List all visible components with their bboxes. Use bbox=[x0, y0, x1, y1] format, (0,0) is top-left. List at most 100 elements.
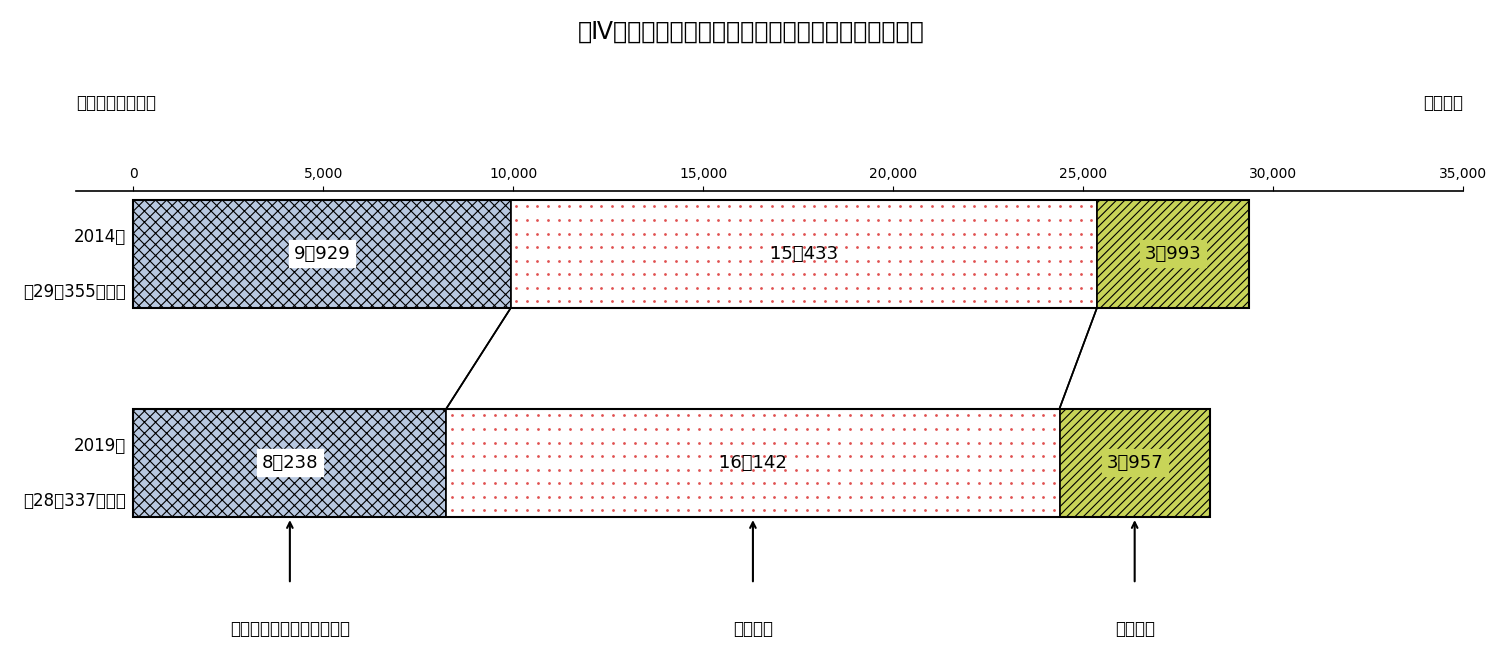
Point bbox=[849, 478, 873, 489]
Point bbox=[934, 424, 958, 434]
Point bbox=[999, 451, 1023, 462]
Point bbox=[739, 214, 763, 225]
Point bbox=[1042, 410, 1066, 421]
Point bbox=[774, 410, 798, 421]
Point bbox=[440, 451, 464, 462]
Bar bbox=[446, 408, 1059, 517]
Point bbox=[1032, 492, 1056, 502]
Point bbox=[909, 214, 933, 225]
Point bbox=[805, 410, 829, 421]
Point bbox=[919, 201, 943, 212]
Point bbox=[867, 255, 891, 266]
Point bbox=[892, 451, 916, 462]
Point bbox=[795, 451, 819, 462]
Point bbox=[909, 269, 933, 280]
Point bbox=[610, 282, 634, 293]
Point bbox=[1026, 255, 1050, 266]
Point bbox=[892, 437, 916, 448]
Point bbox=[494, 451, 518, 462]
Point bbox=[526, 242, 550, 252]
Point bbox=[728, 282, 753, 293]
Point bbox=[859, 478, 883, 489]
Point bbox=[644, 437, 668, 448]
Point bbox=[999, 492, 1023, 502]
Point bbox=[653, 242, 677, 252]
Point bbox=[888, 255, 912, 266]
Point bbox=[601, 464, 625, 475]
Point bbox=[632, 201, 656, 212]
Point bbox=[771, 255, 795, 266]
Point bbox=[859, 424, 883, 434]
Point bbox=[557, 201, 581, 212]
Point bbox=[716, 201, 740, 212]
Point bbox=[568, 296, 592, 307]
Point bbox=[988, 451, 1012, 462]
Point bbox=[676, 478, 700, 489]
Point bbox=[569, 451, 593, 462]
Point bbox=[674, 269, 698, 280]
Point bbox=[665, 464, 689, 475]
Point bbox=[781, 282, 805, 293]
Point bbox=[1020, 505, 1044, 515]
Point bbox=[622, 201, 646, 212]
Point bbox=[888, 228, 912, 239]
Point bbox=[482, 410, 506, 421]
Point bbox=[1080, 282, 1104, 293]
Point bbox=[601, 451, 625, 462]
Point bbox=[440, 464, 464, 475]
Point bbox=[870, 478, 894, 489]
Point bbox=[957, 437, 981, 448]
Point bbox=[913, 505, 937, 515]
Point bbox=[1036, 255, 1060, 266]
Point bbox=[749, 242, 774, 252]
Point bbox=[802, 269, 826, 280]
Point bbox=[967, 505, 991, 515]
Point bbox=[813, 242, 837, 252]
Point bbox=[568, 228, 592, 239]
Point bbox=[870, 424, 894, 434]
Point bbox=[909, 296, 933, 307]
Point bbox=[676, 451, 700, 462]
Point bbox=[559, 505, 583, 515]
Point bbox=[903, 451, 927, 462]
Point bbox=[984, 242, 1008, 252]
Point bbox=[792, 242, 816, 252]
Point bbox=[580, 424, 604, 434]
Point bbox=[580, 492, 604, 502]
Point bbox=[664, 242, 688, 252]
Point bbox=[664, 282, 688, 293]
Point bbox=[589, 242, 613, 252]
Point bbox=[526, 269, 550, 280]
Point bbox=[838, 410, 862, 421]
Point bbox=[451, 478, 475, 489]
Point bbox=[472, 437, 496, 448]
Point bbox=[536, 424, 560, 434]
Point bbox=[559, 410, 583, 421]
Point bbox=[1080, 201, 1104, 212]
Point bbox=[984, 201, 1008, 212]
Point bbox=[601, 505, 625, 515]
Point bbox=[781, 269, 805, 280]
Point bbox=[716, 269, 740, 280]
Point bbox=[709, 410, 733, 421]
Point bbox=[751, 478, 775, 489]
Point bbox=[503, 269, 527, 280]
Point bbox=[601, 437, 625, 448]
Point bbox=[1032, 410, 1056, 421]
Point bbox=[963, 214, 987, 225]
Point bbox=[856, 282, 880, 293]
Point bbox=[461, 492, 485, 502]
Point bbox=[828, 492, 852, 502]
Point bbox=[984, 269, 1008, 280]
Point bbox=[610, 255, 634, 266]
Point bbox=[716, 282, 740, 293]
Point bbox=[494, 410, 518, 421]
Point bbox=[589, 214, 613, 225]
Point bbox=[749, 269, 774, 280]
Point bbox=[940, 201, 964, 212]
Point bbox=[698, 492, 722, 502]
Point bbox=[834, 228, 858, 239]
Point bbox=[784, 410, 808, 421]
Point bbox=[515, 282, 539, 293]
Point bbox=[695, 201, 719, 212]
